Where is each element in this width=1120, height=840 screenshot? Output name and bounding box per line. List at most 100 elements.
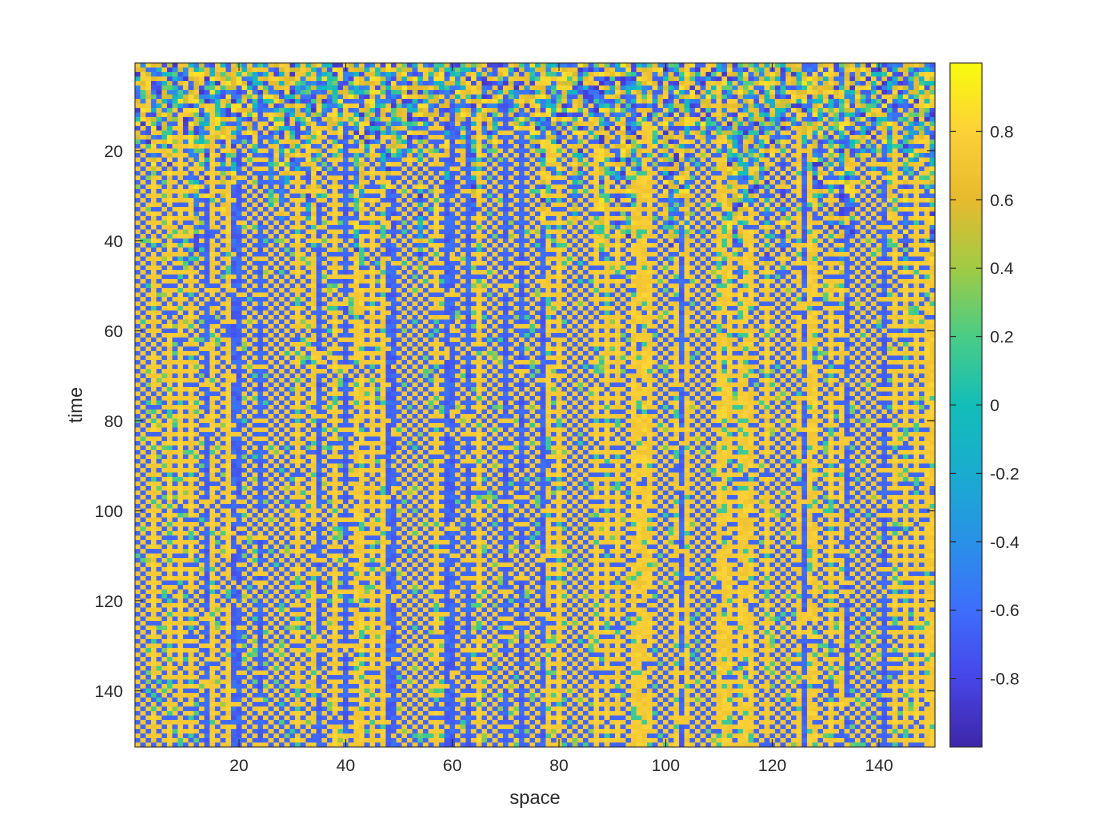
heatmap-cell <box>273 391 280 397</box>
heatmap-cell <box>295 162 301 167</box>
heatmap-cell <box>215 639 221 644</box>
heatmap-cell <box>231 148 237 154</box>
heatmap-cell <box>145 499 152 505</box>
heatmap-cell <box>167 238 173 244</box>
heatmap-cell <box>215 594 221 599</box>
heatmap-cell <box>172 144 179 149</box>
heatmap-cell <box>273 463 280 469</box>
heatmap-cell <box>252 99 259 104</box>
heatmap-cell <box>193 400 200 406</box>
heatmap-cell <box>193 346 200 352</box>
heatmap-cell <box>161 270 168 275</box>
heatmap-cell <box>209 382 216 388</box>
heatmap-cell <box>167 243 173 248</box>
heatmap-cell <box>231 351 237 356</box>
heatmap-cell <box>300 144 307 149</box>
heatmap-cell <box>257 684 264 689</box>
heatmap-cell <box>145 702 152 707</box>
heatmap-cell <box>188 540 195 545</box>
heatmap-cell <box>231 373 237 379</box>
heatmap-cell <box>247 562 253 568</box>
heatmap-cell <box>231 693 237 698</box>
heatmap-cell <box>273 625 280 631</box>
heatmap-cell <box>225 738 232 743</box>
heatmap-cell <box>188 630 195 635</box>
heatmap-cell <box>135 310 141 316</box>
heatmap-cell <box>273 378 280 383</box>
heatmap-cell <box>305 598 312 604</box>
heatmap-cell <box>193 90 200 95</box>
heatmap-cell <box>167 297 173 302</box>
heatmap-cell <box>279 652 285 658</box>
heatmap-cell <box>156 418 163 424</box>
heatmap-cell <box>209 99 216 104</box>
heatmap-cell <box>204 490 211 496</box>
heatmap-cell <box>289 364 296 370</box>
heatmap-cell <box>273 715 280 721</box>
heatmap-cell <box>199 369 205 374</box>
heatmap-cell <box>156 661 163 667</box>
heatmap-cell <box>241 733 248 739</box>
heatmap-cell <box>183 378 189 383</box>
heatmap-cell <box>167 558 173 563</box>
heatmap-cell <box>241 580 248 586</box>
heatmap-cell <box>172 639 179 644</box>
heatmap-cell <box>215 585 221 590</box>
heatmap-cell <box>305 400 312 406</box>
heatmap-cell <box>215 76 221 82</box>
heatmap-cell <box>145 243 152 248</box>
heatmap-cell <box>220 540 227 545</box>
heatmap-cell <box>209 423 216 428</box>
heatmap-cell <box>220 459 227 464</box>
heatmap-cell <box>247 720 253 725</box>
heatmap-cell <box>140 553 147 559</box>
heatmap-cell <box>241 346 248 352</box>
heatmap-cell <box>199 544 205 550</box>
heatmap-cell <box>167 715 173 721</box>
heatmap-cell <box>273 495 280 500</box>
heatmap-cell <box>295 711 301 716</box>
heatmap-cell <box>263 459 269 464</box>
heatmap-cell <box>135 436 141 442</box>
heatmap-cell <box>183 504 189 509</box>
heatmap-cell <box>257 490 264 496</box>
heatmap-cell <box>263 463 269 469</box>
heatmap-cell <box>247 243 253 248</box>
heatmap-cell <box>156 481 163 487</box>
heatmap-cell <box>135 162 141 167</box>
heatmap-cell <box>268 576 275 581</box>
heatmap-cell <box>177 711 184 716</box>
heatmap-cell <box>193 558 200 563</box>
heatmap-cell <box>247 360 253 365</box>
heatmap-cell <box>135 364 141 370</box>
heatmap-cell <box>263 540 269 545</box>
heatmap-cell <box>252 472 259 478</box>
heatmap-cell <box>268 481 275 487</box>
heatmap-cell <box>289 531 296 536</box>
heatmap-cell <box>252 112 259 118</box>
heatmap-cell <box>193 387 200 392</box>
heatmap-cell <box>193 481 200 487</box>
heatmap-cell <box>167 202 173 208</box>
heatmap-cell <box>188 67 195 73</box>
heatmap-cell <box>215 360 221 365</box>
heatmap-cell <box>220 373 227 379</box>
heatmap-cell <box>263 193 269 199</box>
heatmap-cell <box>289 225 296 230</box>
heatmap-cell <box>172 589 179 595</box>
heatmap-cell <box>140 513 147 518</box>
heatmap-cell <box>236 135 243 140</box>
heatmap-cell <box>172 612 179 617</box>
heatmap-cell <box>273 306 280 311</box>
heatmap-cell <box>289 688 296 694</box>
heatmap-cell <box>268 67 275 73</box>
heatmap-cell <box>247 697 253 703</box>
heatmap-cell <box>257 625 264 631</box>
heatmap-cell <box>236 468 243 473</box>
heatmap-cell <box>279 171 285 176</box>
heatmap-cell <box>241 661 248 667</box>
heatmap-cell <box>300 679 307 685</box>
heatmap-cell <box>140 661 147 667</box>
heatmap-cell <box>156 342 163 347</box>
heatmap-cell <box>151 436 157 442</box>
